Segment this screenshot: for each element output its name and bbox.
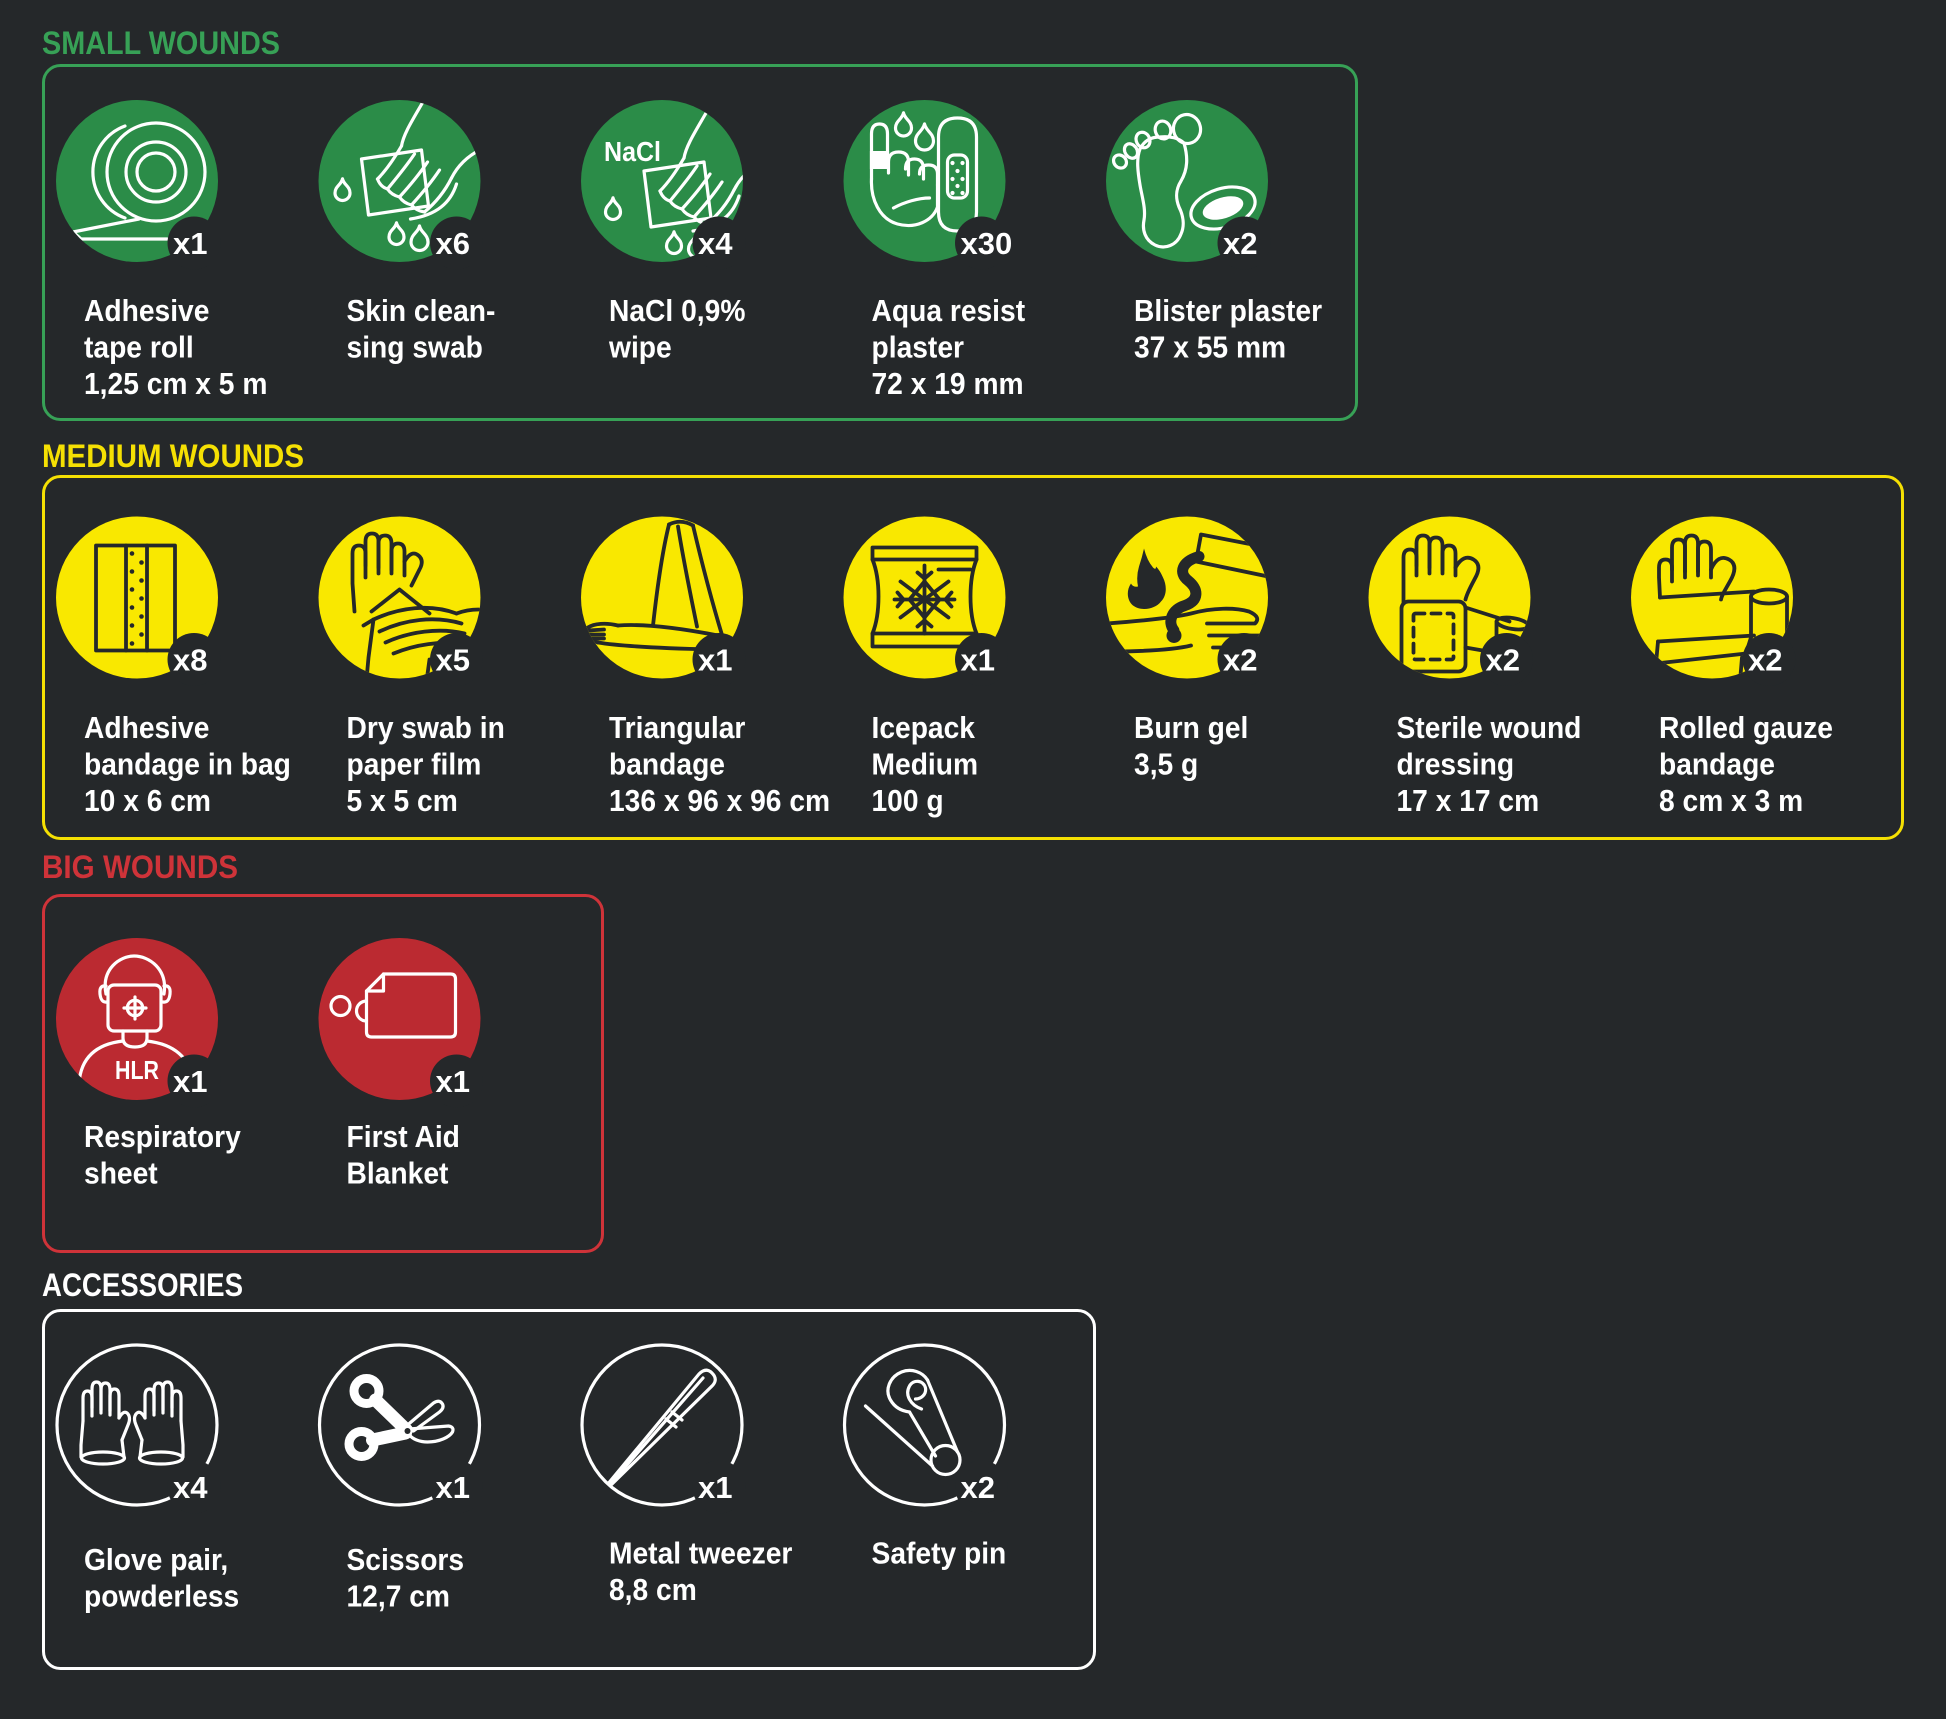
svg-text:37 x 55 mm: 37 x 55 mm [1134, 330, 1286, 365]
svg-text:Adhesive: Adhesive [84, 710, 209, 745]
svg-text:powderless: powderless [84, 1579, 239, 1614]
svg-text:wipe: wipe [608, 330, 672, 365]
svg-text:bandage in bag: bandage in bag [84, 747, 291, 782]
svg-text:Icepack: Icepack [872, 710, 976, 745]
svg-text:tape roll: tape roll [84, 330, 194, 365]
svg-text:dressing: dressing [1397, 747, 1515, 782]
svg-text:HLR: HLR [115, 1055, 159, 1085]
svg-text:17 x 17 cm: 17 x 17 cm [1397, 783, 1540, 818]
svg-text:x1: x1 [961, 643, 995, 678]
svg-text:x4: x4 [698, 226, 733, 261]
svg-text:5 x 5 cm: 5 x 5 cm [347, 783, 458, 818]
svg-text:sing swab: sing swab [347, 330, 483, 365]
svg-text:Rolled gauze: Rolled gauze [1659, 710, 1833, 745]
svg-text:136 x 96 x 96 cm: 136 x 96 x 96 cm [609, 783, 830, 818]
svg-text:x5: x5 [436, 643, 470, 678]
svg-text:Blanket: Blanket [347, 1156, 449, 1191]
svg-text:10 x 6 cm: 10 x 6 cm [84, 783, 211, 818]
svg-text:x2: x2 [1748, 643, 1782, 678]
svg-text:100 g: 100 g [872, 783, 944, 818]
svg-text:Glove pair,: Glove pair, [84, 1542, 228, 1577]
svg-text:Safety pin: Safety pin [872, 1536, 1007, 1571]
svg-text:SMALL WOUNDS: SMALL WOUNDS [42, 25, 280, 61]
svg-text:bandage: bandage [609, 747, 725, 782]
svg-text:First Aid: First Aid [347, 1119, 460, 1154]
svg-text:x2: x2 [1486, 643, 1520, 678]
svg-text:ACCESSORIES: ACCESSORIES [42, 1267, 243, 1303]
svg-text:x1: x1 [173, 226, 207, 261]
svg-text:72 x 19 mm: 72 x 19 mm [872, 366, 1024, 401]
svg-text:Metal tweezer: Metal tweezer [609, 1536, 792, 1571]
svg-text:x2: x2 [1223, 226, 1257, 261]
svg-text:8,8 cm: 8,8 cm [609, 1572, 697, 1607]
svg-text:x8: x8 [173, 643, 207, 678]
svg-text:x4: x4 [173, 1470, 208, 1505]
svg-text:MEDIUM WOUNDS: MEDIUM WOUNDS [42, 438, 304, 474]
svg-text:Dry swab in: Dry swab in [347, 710, 505, 745]
svg-text:Adhesive: Adhesive [84, 293, 209, 328]
svg-text:Burn gel: Burn gel [1134, 710, 1248, 745]
svg-text:plaster: plaster [872, 330, 965, 365]
svg-text:Scissors: Scissors [347, 1542, 465, 1577]
svg-text:3,5 g: 3,5 g [1134, 747, 1198, 782]
svg-text:NaCl: NaCl [604, 136, 661, 167]
svg-text:paper film: paper film [347, 747, 482, 782]
svg-text:x6: x6 [436, 226, 470, 261]
svg-text:x1: x1 [436, 1470, 470, 1505]
svg-text:Respiratory: Respiratory [84, 1119, 241, 1154]
svg-text:12,7 cm: 12,7 cm [347, 1579, 451, 1614]
svg-text:Aqua resist: Aqua resist [872, 293, 1026, 328]
svg-text:BIG WOUNDS: BIG WOUNDS [42, 849, 238, 885]
svg-text:Skin clean-: Skin clean- [347, 293, 496, 328]
svg-text:x30: x30 [961, 226, 1013, 261]
svg-text:x2: x2 [961, 1470, 995, 1505]
svg-text:x1: x1 [173, 1064, 207, 1099]
svg-text:sheet: sheet [84, 1156, 158, 1191]
svg-text:x1: x1 [698, 643, 732, 678]
svg-text:bandage: bandage [1659, 747, 1775, 782]
svg-text:x2: x2 [1223, 643, 1257, 678]
svg-text:1,25 cm x 5 m: 1,25 cm x 5 m [84, 366, 267, 401]
svg-text:Sterile wound: Sterile wound [1397, 710, 1582, 745]
svg-text:x1: x1 [436, 1064, 470, 1099]
svg-text:Blister plaster: Blister plaster [1134, 293, 1322, 328]
svg-text:x1: x1 [698, 1470, 732, 1505]
svg-text:Medium: Medium [872, 747, 979, 782]
svg-text:Triangular: Triangular [609, 710, 745, 745]
svg-text:8 cm x 3 m: 8 cm x 3 m [1659, 783, 1803, 818]
svg-text:NaCl 0,9%: NaCl 0,9% [609, 293, 745, 328]
